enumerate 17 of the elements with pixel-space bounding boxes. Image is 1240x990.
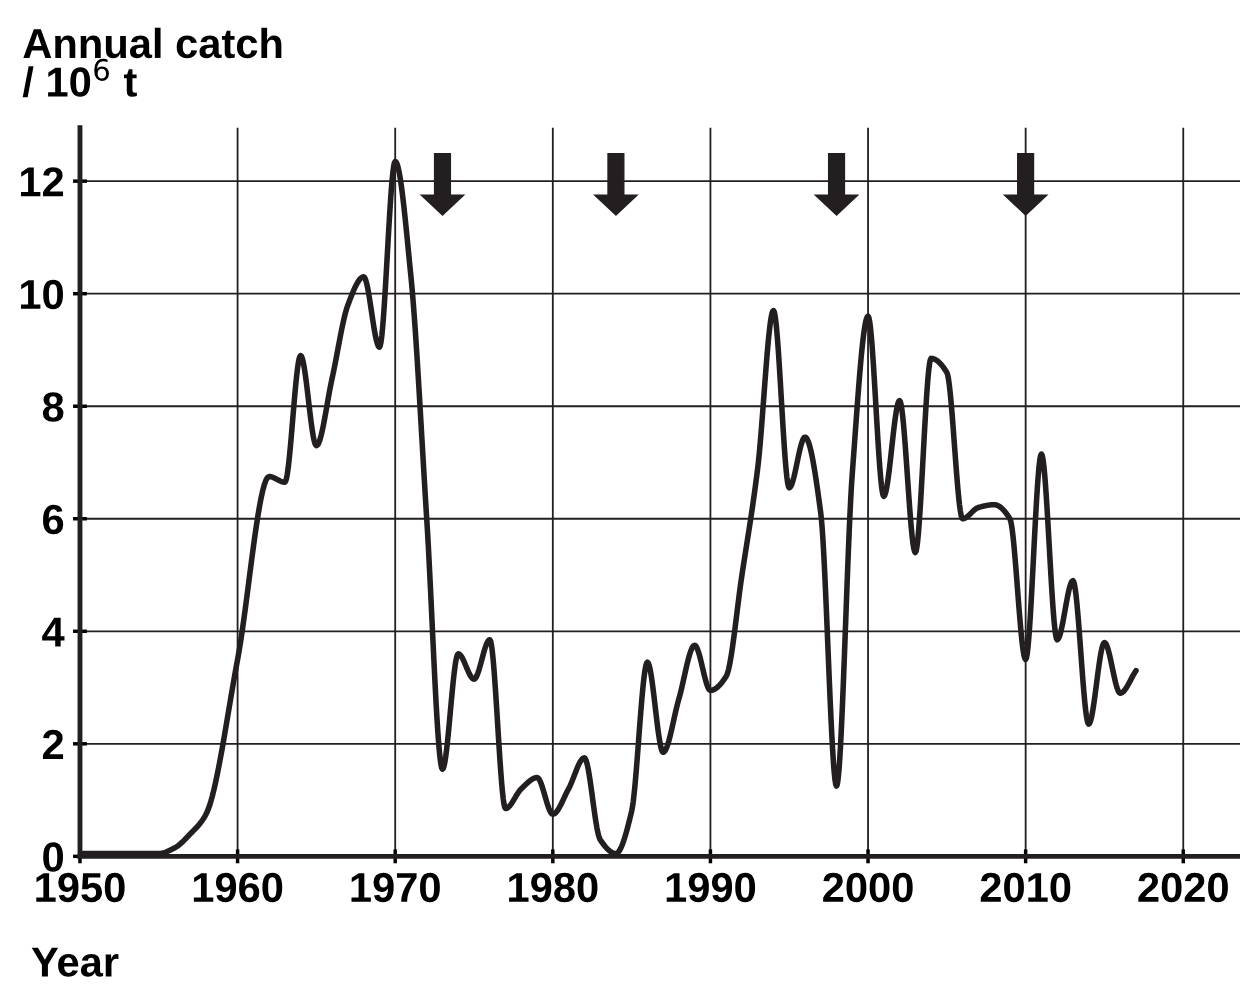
y-tick-label: 10 <box>20 279 63 310</box>
x-tick-label: 1980 <box>509 872 598 903</box>
y-axis-title: Annual catch / 10$^{6}$ t <box>22 27 282 98</box>
y-tick-label: 8 <box>42 392 64 422</box>
y-tick-label: 6 <box>43 504 64 535</box>
y-tick-label: 12 <box>20 167 64 197</box>
y-tick-label: 4 <box>42 617 65 647</box>
x-tick-label: 1990 <box>666 872 756 903</box>
x-tick-label: 1970 <box>351 872 440 903</box>
x-tick-label: 1950 <box>36 872 125 903</box>
y-tick-label: 0 <box>43 842 63 872</box>
x-tick-label: 2010 <box>980 872 1071 903</box>
x-tick-label: 2020 <box>1138 872 1228 903</box>
x-axis-title: Year <box>31 947 119 977</box>
x-tick-label: 2000 <box>823 872 913 903</box>
y-tick-label: 2 <box>42 729 64 759</box>
x-tick-label: 1960 <box>193 872 283 903</box>
